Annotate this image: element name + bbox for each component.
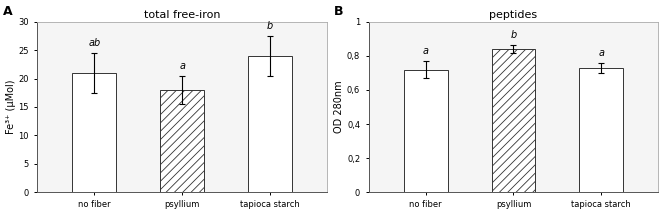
- Bar: [491, 49, 535, 192]
- Bar: [160, 90, 205, 192]
- Y-axis label: OD 280nm: OD 280nm: [334, 81, 344, 133]
- Y-axis label: Fe³⁺ (μMol): Fe³⁺ (μMol): [5, 80, 15, 134]
- Text: ab: ab: [88, 38, 100, 48]
- Text: A: A: [3, 5, 12, 18]
- Bar: [248, 56, 292, 192]
- Bar: [580, 68, 623, 192]
- Title: peptides: peptides: [489, 10, 538, 20]
- Text: b: b: [267, 21, 273, 31]
- Bar: [72, 73, 116, 192]
- Text: B: B: [334, 5, 343, 18]
- Text: b: b: [511, 30, 517, 40]
- Text: a: a: [179, 61, 185, 71]
- Bar: [404, 69, 448, 192]
- Text: a: a: [422, 46, 429, 56]
- Title: total free-iron: total free-iron: [144, 10, 220, 20]
- Text: a: a: [598, 48, 604, 58]
